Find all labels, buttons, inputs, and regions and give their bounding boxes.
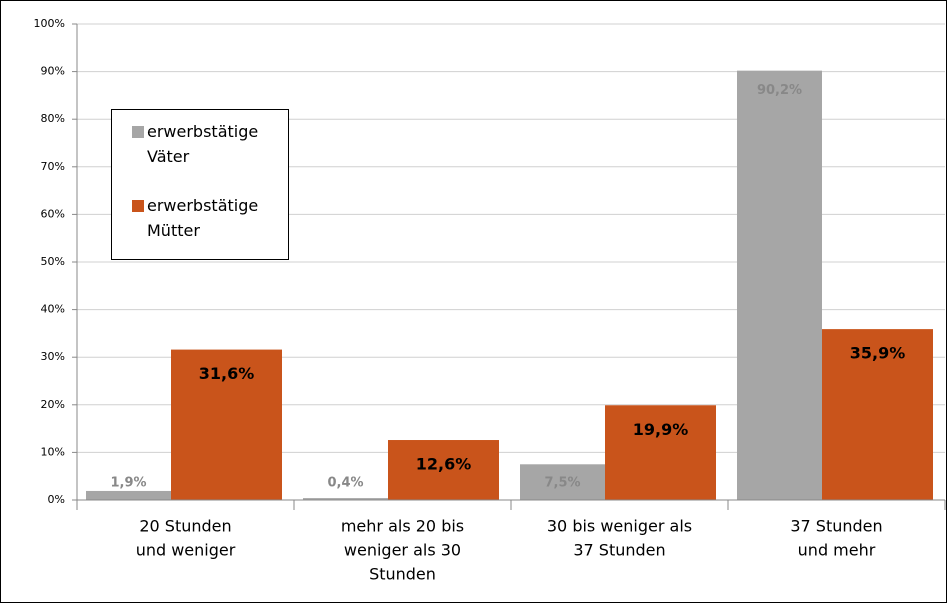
bar xyxy=(388,440,499,500)
value-label: 7,5% xyxy=(544,476,580,491)
bar xyxy=(822,329,933,500)
value-label: 19,9% xyxy=(633,420,689,439)
bar xyxy=(86,490,171,500)
x-tick-label: 37 Stunden xyxy=(790,517,882,536)
x-tick-label: mehr als 20 bis xyxy=(341,517,464,536)
legend-swatch xyxy=(132,200,144,212)
value-label: 35,9% xyxy=(850,344,906,363)
legend-swatch xyxy=(132,126,144,138)
y-tick-label: 100% xyxy=(34,17,65,30)
x-tick-label: und mehr xyxy=(798,541,876,560)
x-tick-label: weniger als 30 xyxy=(344,541,461,560)
x-tick-label: und weniger xyxy=(136,541,236,560)
y-tick-label: 80% xyxy=(41,112,65,125)
bar xyxy=(171,349,282,500)
bar xyxy=(605,405,716,500)
legend: erwerbstätige Väter erwerbstätige Mütter xyxy=(111,109,289,260)
value-label: 31,6% xyxy=(199,364,255,383)
bar xyxy=(737,70,822,500)
y-tick-label: 20% xyxy=(41,398,65,411)
y-tick-label: 50% xyxy=(41,255,65,268)
value-label: 90,2% xyxy=(757,83,802,98)
legend-label: erwerbstätige Väter xyxy=(147,122,259,166)
bar xyxy=(520,464,605,500)
y-tick-label: 10% xyxy=(41,445,65,458)
value-label: 1,9% xyxy=(110,476,146,491)
bar xyxy=(303,498,388,500)
x-tick-label: 30 bis weniger als xyxy=(547,517,692,536)
x-tick-label: Stunden xyxy=(369,565,436,584)
x-tick-label: 20 Stunden xyxy=(139,517,231,536)
legend-label: erwerbstätige Mütter xyxy=(147,196,259,240)
y-tick-label: 40% xyxy=(41,303,65,316)
y-tick-label: 60% xyxy=(41,207,65,220)
value-label: 12,6% xyxy=(416,455,472,474)
y-tick-label: 90% xyxy=(41,65,65,78)
y-tick-label: 30% xyxy=(41,350,65,363)
legend-entry: erwerbstätige Mütter xyxy=(132,193,272,243)
y-tick-label: 70% xyxy=(41,160,65,173)
value-label: 0,4% xyxy=(327,476,363,491)
legend-entry: erwerbstätige Väter xyxy=(132,119,272,169)
x-tick-label: 37 Stunden xyxy=(573,541,665,560)
y-tick-label: 0% xyxy=(48,493,65,506)
